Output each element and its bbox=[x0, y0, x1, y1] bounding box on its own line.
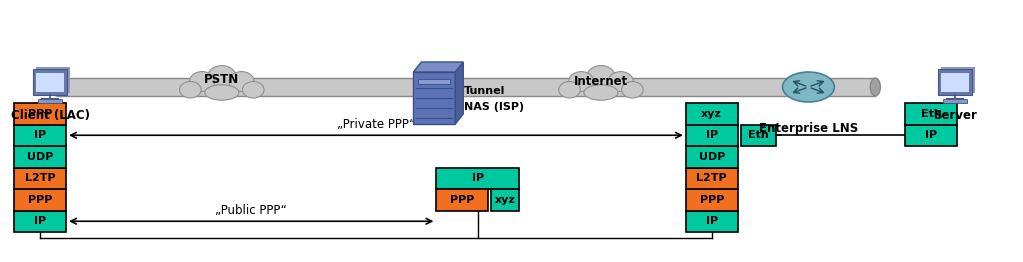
Text: Tunnel: Tunnel bbox=[464, 86, 505, 96]
Bar bbox=[36, 73, 64, 92]
Ellipse shape bbox=[52, 78, 62, 96]
Text: „Public PPP“: „Public PPP“ bbox=[216, 204, 287, 217]
Polygon shape bbox=[455, 62, 463, 124]
Bar bbox=[741, 124, 775, 146]
Bar bbox=[491, 189, 519, 210]
Ellipse shape bbox=[584, 85, 618, 100]
Bar bbox=[685, 210, 738, 232]
Text: Internet: Internet bbox=[574, 74, 628, 88]
Text: IP: IP bbox=[706, 130, 718, 140]
Text: IP: IP bbox=[34, 216, 46, 226]
Ellipse shape bbox=[871, 78, 881, 96]
Text: PPP: PPP bbox=[28, 109, 52, 119]
Text: PPP: PPP bbox=[700, 195, 724, 205]
Bar bbox=[14, 167, 66, 189]
Ellipse shape bbox=[622, 81, 643, 98]
Bar bbox=[418, 79, 450, 84]
Bar bbox=[941, 73, 969, 92]
Text: IP: IP bbox=[472, 173, 484, 183]
Text: Enterprise LNS: Enterprise LNS bbox=[759, 122, 858, 135]
Text: L2TP: L2TP bbox=[25, 173, 55, 183]
Ellipse shape bbox=[783, 72, 835, 102]
Ellipse shape bbox=[559, 81, 580, 98]
Text: PPP: PPP bbox=[28, 195, 52, 205]
Text: IP: IP bbox=[925, 130, 937, 140]
Bar bbox=[33, 69, 68, 95]
Bar bbox=[14, 189, 66, 210]
Text: IP: IP bbox=[706, 216, 718, 226]
Bar bbox=[57, 78, 876, 96]
Ellipse shape bbox=[180, 81, 202, 98]
Bar bbox=[685, 189, 738, 210]
Text: Eth: Eth bbox=[748, 130, 768, 140]
Bar bbox=[14, 146, 66, 167]
Text: „Private PPP“: „Private PPP“ bbox=[337, 118, 415, 131]
Bar bbox=[14, 124, 66, 146]
Bar bbox=[413, 72, 455, 124]
Text: UDP: UDP bbox=[27, 152, 53, 162]
Bar bbox=[685, 146, 738, 167]
Bar bbox=[938, 69, 972, 95]
Ellipse shape bbox=[189, 72, 215, 91]
Text: NAS (ISP): NAS (ISP) bbox=[464, 102, 525, 112]
Ellipse shape bbox=[205, 85, 238, 100]
Ellipse shape bbox=[569, 72, 593, 91]
Text: Eth: Eth bbox=[921, 109, 941, 119]
Bar bbox=[14, 103, 66, 124]
Text: PPP: PPP bbox=[450, 195, 475, 205]
Bar bbox=[38, 99, 62, 103]
Text: Client (LAC): Client (LAC) bbox=[10, 109, 90, 122]
Bar bbox=[14, 210, 66, 232]
Bar bbox=[685, 124, 738, 146]
Ellipse shape bbox=[208, 66, 236, 89]
Polygon shape bbox=[413, 62, 463, 72]
Bar bbox=[905, 103, 958, 124]
Ellipse shape bbox=[586, 66, 615, 89]
Text: IP: IP bbox=[34, 130, 46, 140]
Bar bbox=[685, 103, 738, 124]
Text: L2TP: L2TP bbox=[697, 173, 727, 183]
Bar bbox=[943, 99, 967, 103]
Bar bbox=[941, 67, 975, 92]
Bar bbox=[905, 124, 958, 146]
Ellipse shape bbox=[242, 81, 264, 98]
Text: xyz: xyz bbox=[495, 195, 516, 205]
Text: PSTN: PSTN bbox=[205, 73, 239, 85]
Ellipse shape bbox=[608, 72, 633, 91]
Bar bbox=[437, 189, 488, 210]
Bar bbox=[36, 67, 70, 92]
Bar bbox=[685, 167, 738, 189]
Ellipse shape bbox=[229, 72, 254, 91]
Text: UDP: UDP bbox=[699, 152, 725, 162]
Text: xyz: xyz bbox=[702, 109, 722, 119]
Text: Server: Server bbox=[933, 109, 977, 122]
Bar bbox=[437, 167, 519, 189]
